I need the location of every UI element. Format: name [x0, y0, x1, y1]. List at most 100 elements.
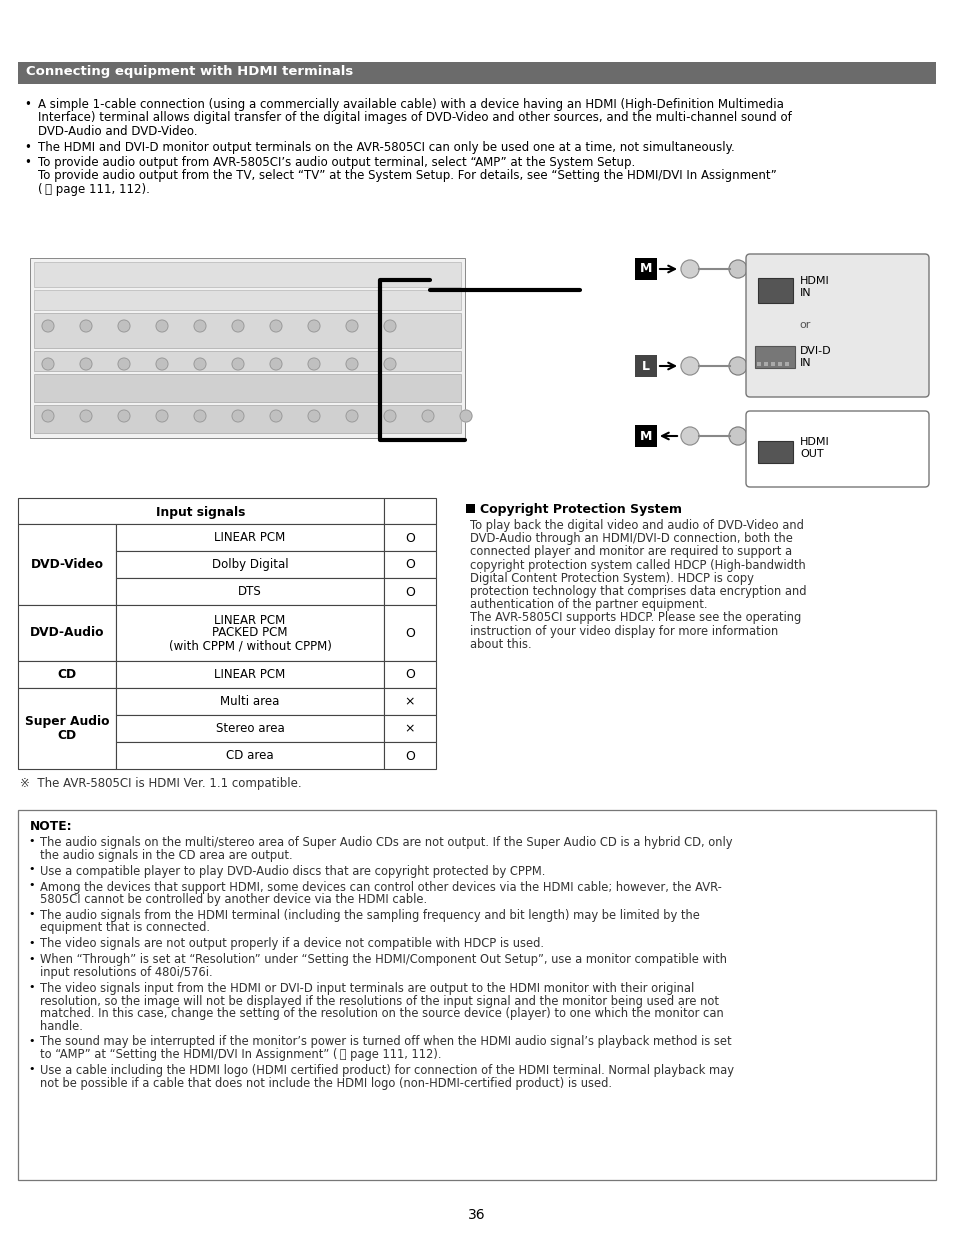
Bar: [18, 62, 935, 84]
Bar: [384, 661, 436, 688]
Text: Digital Content Protection System). HDCP is copy: Digital Content Protection System). HDCP…: [470, 571, 753, 585]
FancyBboxPatch shape: [745, 254, 928, 397]
Text: A simple 1-cable connection (using a commercially available cable) with a device: A simple 1-cable connection (using a com…: [38, 98, 783, 111]
Circle shape: [232, 357, 244, 370]
Bar: [384, 605, 436, 661]
Bar: [384, 578, 436, 605]
Text: 5805CI cannot be controlled by another device via the HDMI cable.: 5805CI cannot be controlled by another d…: [40, 893, 427, 905]
Text: O: O: [405, 532, 415, 544]
Text: DVD-Audio: DVD-Audio: [30, 626, 104, 640]
Circle shape: [232, 409, 244, 422]
Text: L: L: [641, 360, 649, 372]
Circle shape: [80, 320, 91, 332]
Circle shape: [42, 357, 54, 370]
Bar: [34, 404, 460, 433]
Bar: [635, 259, 657, 280]
Text: ※  The AVR-5805CI is HDMI Ver. 1.1 compatible.: ※ The AVR-5805CI is HDMI Ver. 1.1 compat…: [20, 777, 301, 790]
Bar: [18, 661, 116, 688]
Circle shape: [680, 357, 699, 375]
Bar: [384, 715, 436, 742]
Text: LINEAR PCM: LINEAR PCM: [214, 614, 285, 626]
Circle shape: [421, 409, 434, 422]
Text: OUT: OUT: [800, 449, 822, 459]
Text: •: •: [28, 1064, 34, 1074]
Text: PACKED PCM: PACKED PCM: [212, 626, 288, 640]
Bar: [635, 355, 657, 377]
Bar: [778, 362, 781, 366]
Bar: [754, 346, 794, 367]
Text: M: M: [639, 262, 652, 276]
Bar: [18, 499, 384, 524]
Text: about this.: about this.: [470, 638, 531, 651]
Text: (  page 111, 112).: (  page 111, 112).: [38, 183, 150, 195]
Text: O: O: [405, 627, 415, 640]
Text: CD area: CD area: [226, 748, 274, 762]
Text: The AVR-5805CI supports HDCP. Please see the operating: The AVR-5805CI supports HDCP. Please see…: [470, 611, 801, 625]
Text: •: •: [28, 909, 34, 919]
Circle shape: [270, 409, 282, 422]
Circle shape: [232, 320, 244, 332]
Text: •: •: [28, 881, 34, 891]
Text: HDMI: HDMI: [800, 276, 829, 286]
Circle shape: [680, 260, 699, 278]
Bar: [384, 499, 436, 524]
Text: DVD-Audio through an HDMI/DVI-D connection, both the: DVD-Audio through an HDMI/DVI-D connecti…: [470, 532, 792, 546]
Text: O: O: [405, 585, 415, 599]
Circle shape: [728, 260, 746, 278]
Text: copyright protection system called HDCP (High-bandwidth: copyright protection system called HDCP …: [470, 559, 805, 571]
Text: •: •: [28, 982, 34, 992]
Text: CD: CD: [57, 729, 76, 742]
Bar: [465, 503, 475, 513]
Bar: [34, 289, 460, 310]
Bar: [758, 278, 792, 303]
Circle shape: [308, 320, 319, 332]
Bar: [116, 742, 384, 769]
Text: O: O: [405, 668, 415, 682]
Circle shape: [118, 409, 130, 422]
Bar: [763, 362, 767, 366]
Text: The audio signals from the HDMI terminal (including the sampling frequency and b: The audio signals from the HDMI terminal…: [40, 909, 700, 922]
Bar: [784, 362, 788, 366]
Bar: [34, 313, 460, 348]
Text: matched. In this case, change the setting of the resolution on the source device: matched. In this case, change the settin…: [40, 1007, 723, 1021]
Circle shape: [193, 409, 206, 422]
Text: IN: IN: [800, 357, 811, 367]
Circle shape: [80, 357, 91, 370]
Text: O: O: [405, 558, 415, 571]
Text: CD: CD: [57, 668, 76, 682]
Text: not be possible if a cable that does not include the HDMI logo (non-HDMI-certifi: not be possible if a cable that does not…: [40, 1076, 612, 1090]
Bar: [635, 426, 657, 447]
Text: DVI-D: DVI-D: [800, 346, 831, 356]
Text: Interface) terminal allows digital transfer of the digital images of DVD-Video a: Interface) terminal allows digital trans…: [38, 111, 791, 125]
Text: input resolutions of 480i/576i.: input resolutions of 480i/576i.: [40, 966, 213, 978]
Bar: [18, 810, 935, 1180]
Text: DVD-Audio and DVD-Video.: DVD-Audio and DVD-Video.: [38, 125, 197, 139]
Text: DTS: DTS: [238, 585, 262, 597]
Circle shape: [384, 357, 395, 370]
Text: Among the devices that support HDMI, some devices can control other devices via : Among the devices that support HDMI, som…: [40, 881, 721, 893]
Bar: [18, 688, 116, 769]
Circle shape: [308, 357, 319, 370]
Text: resolution, so the image will not be displayed if the resolutions of the input s: resolution, so the image will not be dis…: [40, 995, 719, 1007]
Bar: [30, 259, 464, 438]
Text: The audio signals on the multi/stereo area of Super Audio CDs are not output. If: The audio signals on the multi/stereo ar…: [40, 836, 732, 849]
Text: Copyright Protection System: Copyright Protection System: [479, 503, 681, 516]
Text: IN: IN: [800, 288, 811, 298]
Text: •: •: [28, 938, 34, 948]
Text: Super Audio: Super Audio: [25, 715, 110, 729]
Bar: [384, 688, 436, 715]
Bar: [770, 362, 774, 366]
Circle shape: [270, 320, 282, 332]
Bar: [384, 524, 436, 550]
Text: When “Through” is set at “Resolution” under “Setting the HDMI/Component Out Setu: When “Through” is set at “Resolution” un…: [40, 954, 726, 966]
Circle shape: [728, 357, 746, 375]
Text: Input signals: Input signals: [156, 506, 246, 520]
Text: to “AMP” at “Setting the HDMI/DVI In Assignment” (  page 111, 112).: to “AMP” at “Setting the HDMI/DVI In Ass…: [40, 1048, 441, 1061]
Text: LINEAR PCM: LINEAR PCM: [214, 668, 285, 682]
Bar: [18, 605, 116, 661]
Text: 36: 36: [468, 1209, 485, 1222]
Bar: [116, 688, 384, 715]
Bar: [384, 742, 436, 769]
Text: To provide audio output from AVR-5805CI’s audio output terminal, select “AMP” at: To provide audio output from AVR-5805CI’…: [38, 156, 635, 169]
Circle shape: [346, 409, 357, 422]
